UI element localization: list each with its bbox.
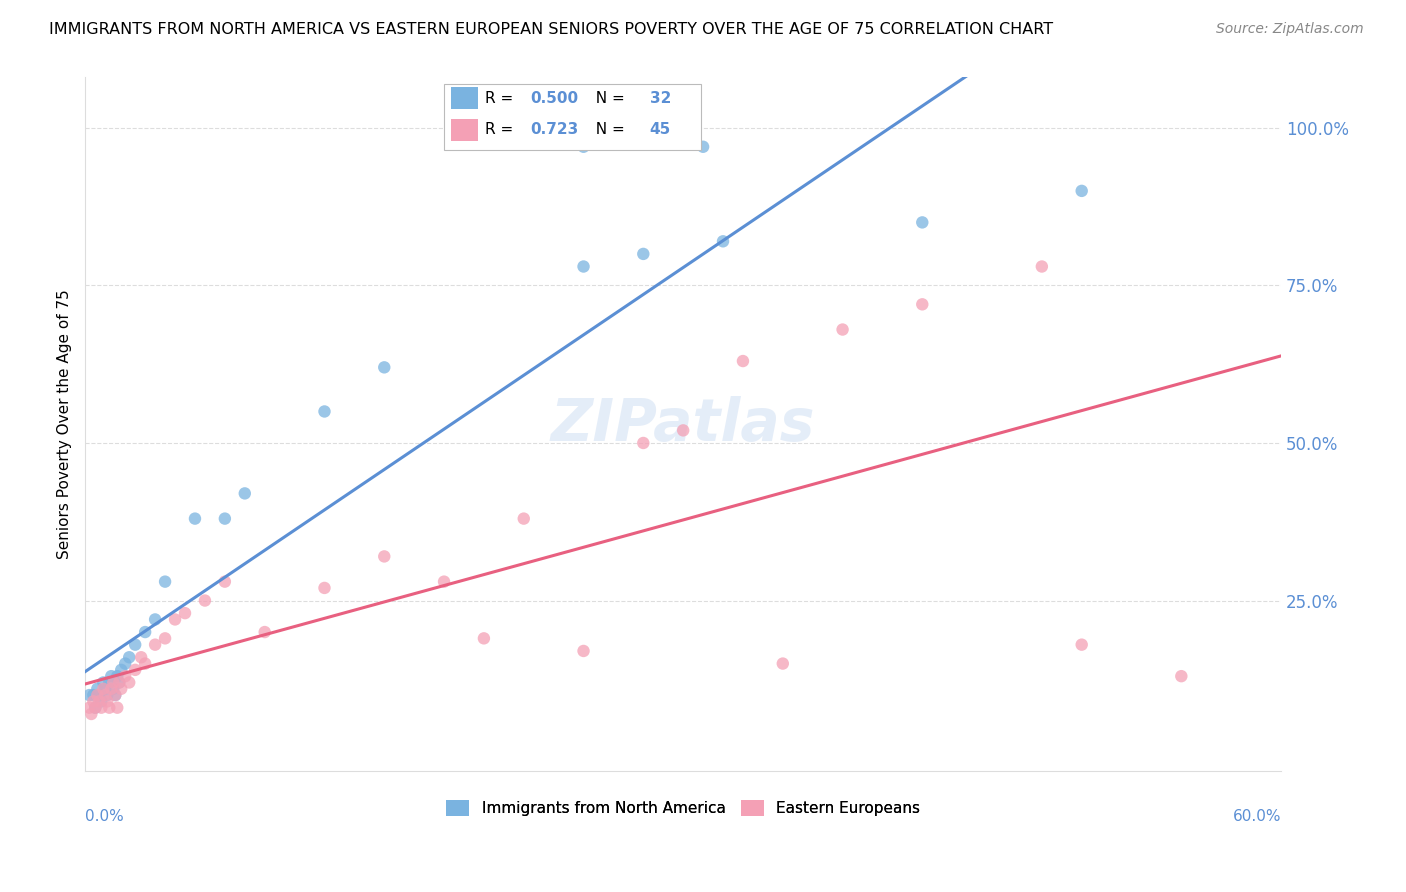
- Point: [94, 688, 117, 702]
- Point: [91, 675, 114, 690]
- Text: IMMIGRANTS FROM NORTH AMERICA VS EASTERN EUROPEAN SENIORS POVERTY OVER THE AGE O: IMMIGRANTS FROM NORTH AMERICA VS EASTERN…: [49, 22, 1053, 37]
- Point: [118, 675, 141, 690]
- FancyBboxPatch shape: [451, 87, 478, 110]
- Point: [104, 688, 127, 702]
- Point: [103, 675, 125, 690]
- Point: [108, 675, 131, 690]
- Point: [911, 297, 934, 311]
- Point: [253, 625, 276, 640]
- Text: 45: 45: [650, 122, 671, 137]
- Point: [1070, 638, 1092, 652]
- Point: [572, 140, 595, 154]
- Point: [633, 247, 655, 261]
- Point: [214, 574, 236, 589]
- Point: [472, 632, 495, 646]
- Text: ZIPatlas: ZIPatlas: [551, 395, 815, 452]
- Point: [118, 650, 141, 665]
- Point: [114, 669, 136, 683]
- Point: [373, 360, 395, 375]
- Point: [233, 486, 256, 500]
- Point: [79, 688, 101, 702]
- Point: [911, 215, 934, 229]
- Point: [174, 606, 197, 620]
- Point: [103, 681, 125, 696]
- Point: [89, 688, 111, 702]
- FancyBboxPatch shape: [451, 119, 478, 141]
- Text: N =: N =: [586, 122, 630, 137]
- Point: [110, 663, 132, 677]
- Point: [96, 688, 118, 702]
- Point: [134, 625, 156, 640]
- Point: [96, 694, 118, 708]
- FancyBboxPatch shape: [444, 85, 702, 150]
- Point: [143, 612, 166, 626]
- Point: [1170, 669, 1192, 683]
- Point: [100, 669, 122, 683]
- Text: 32: 32: [650, 91, 671, 106]
- Point: [105, 669, 128, 683]
- Point: [129, 650, 152, 665]
- Y-axis label: Seniors Poverty Over the Age of 75: Seniors Poverty Over the Age of 75: [58, 289, 72, 559]
- Point: [86, 681, 108, 696]
- Point: [672, 423, 695, 437]
- Point: [90, 700, 112, 714]
- Point: [163, 612, 186, 626]
- Point: [572, 260, 595, 274]
- Text: R =: R =: [485, 122, 517, 137]
- Point: [1031, 260, 1053, 274]
- Text: Source: ZipAtlas.com: Source: ZipAtlas.com: [1216, 22, 1364, 37]
- Point: [86, 688, 108, 702]
- Point: [124, 638, 146, 652]
- Point: [89, 694, 111, 708]
- Legend: Immigrants from North America, Eastern Europeans: Immigrants from North America, Eastern E…: [440, 794, 927, 822]
- Point: [114, 657, 136, 671]
- Point: [572, 644, 595, 658]
- Point: [110, 681, 132, 696]
- Text: 0.723: 0.723: [530, 122, 578, 137]
- Point: [82, 694, 104, 708]
- Point: [91, 681, 114, 696]
- Point: [90, 694, 112, 708]
- Point: [153, 632, 176, 646]
- Point: [84, 700, 107, 714]
- Point: [124, 663, 146, 677]
- Point: [84, 700, 107, 714]
- Point: [104, 688, 127, 702]
- Text: 0.0%: 0.0%: [86, 809, 124, 824]
- Point: [373, 549, 395, 564]
- Point: [153, 574, 176, 589]
- Point: [633, 436, 655, 450]
- Point: [108, 675, 131, 690]
- Point: [711, 235, 734, 249]
- Point: [772, 657, 794, 671]
- Point: [314, 404, 336, 418]
- Point: [143, 638, 166, 652]
- Point: [105, 700, 128, 714]
- Point: [194, 593, 217, 607]
- Point: [134, 657, 156, 671]
- Point: [831, 322, 853, 336]
- Point: [184, 511, 207, 525]
- Point: [98, 700, 121, 714]
- Point: [692, 140, 714, 154]
- Point: [1070, 184, 1092, 198]
- Point: [513, 511, 536, 525]
- Point: [731, 354, 754, 368]
- Point: [82, 688, 104, 702]
- Point: [98, 675, 121, 690]
- Point: [79, 700, 101, 714]
- Point: [214, 511, 236, 525]
- Point: [100, 681, 122, 696]
- Point: [94, 681, 117, 696]
- Text: 0.500: 0.500: [530, 91, 578, 106]
- Text: 60.0%: 60.0%: [1233, 809, 1281, 824]
- Point: [314, 581, 336, 595]
- Point: [80, 706, 103, 721]
- Text: N =: N =: [586, 91, 630, 106]
- Text: R =: R =: [485, 91, 517, 106]
- Point: [433, 574, 456, 589]
